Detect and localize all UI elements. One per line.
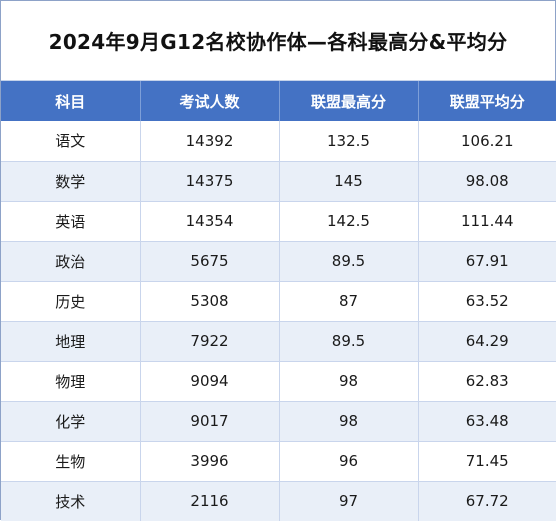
cell-subject: 化学 <box>1 401 141 442</box>
cell-exam-count: 9094 <box>140 361 280 402</box>
table-row: 技术 2116 97 67.72 <box>1 481 556 521</box>
cell-exam-count: 14375 <box>140 161 280 202</box>
table-row: 英语 14354 142.5 111.44 <box>1 201 556 242</box>
cell-max-score: 142.5 <box>279 201 419 242</box>
table-row: 语文 14392 132.5 106.21 <box>1 121 556 162</box>
cell-avg-score: 64.29 <box>418 321 556 362</box>
cell-avg-score: 71.45 <box>418 441 556 482</box>
table-row: 历史 5308 87 63.52 <box>1 281 556 322</box>
cell-subject: 英语 <box>1 201 141 242</box>
cell-subject: 地理 <box>1 321 141 362</box>
cell-avg-score: 98.08 <box>418 161 556 202</box>
cell-max-score: 132.5 <box>279 121 419 162</box>
page-title: 2024年9月G12名校协作体—各科最高分&平均分 <box>1 1 555 81</box>
score-table: 科目 考试人数 联盟最高分 联盟平均分 语文 14392 132.5 106.2… <box>1 81 556 521</box>
table-row: 政治 5675 89.5 67.91 <box>1 241 556 282</box>
cell-subject: 生物 <box>1 441 141 482</box>
header-exam-count: 考试人数 <box>140 81 280 121</box>
cell-exam-count: 5675 <box>140 241 280 282</box>
cell-max-score: 145 <box>279 161 419 202</box>
cell-subject: 技术 <box>1 481 141 521</box>
header-row: 科目 考试人数 联盟最高分 联盟平均分 <box>1 81 556 121</box>
cell-exam-count: 2116 <box>140 481 280 521</box>
cell-subject: 物理 <box>1 361 141 402</box>
cell-subject: 数学 <box>1 161 141 202</box>
cell-max-score: 97 <box>279 481 419 521</box>
cell-avg-score: 106.21 <box>418 121 556 162</box>
cell-subject: 语文 <box>1 121 141 162</box>
cell-exam-count: 7922 <box>140 321 280 362</box>
cell-max-score: 96 <box>279 441 419 482</box>
header-avg-score: 联盟平均分 <box>418 81 556 121</box>
table-row: 生物 3996 96 71.45 <box>1 441 556 482</box>
table-body: 语文 14392 132.5 106.21 数学 14375 145 98.08… <box>1 121 556 521</box>
cell-exam-count: 9017 <box>140 401 280 442</box>
cell-avg-score: 67.91 <box>418 241 556 282</box>
cell-max-score: 87 <box>279 281 419 322</box>
cell-avg-score: 63.52 <box>418 281 556 322</box>
table-row: 化学 9017 98 63.48 <box>1 401 556 442</box>
table-header: 科目 考试人数 联盟最高分 联盟平均分 <box>1 81 556 121</box>
cell-max-score: 98 <box>279 361 419 402</box>
cell-exam-count: 3996 <box>140 441 280 482</box>
cell-avg-score: 62.83 <box>418 361 556 402</box>
table-row: 物理 9094 98 62.83 <box>1 361 556 402</box>
cell-subject: 政治 <box>1 241 141 282</box>
cell-subject: 历史 <box>1 281 141 322</box>
cell-max-score: 98 <box>279 401 419 442</box>
cell-exam-count: 5308 <box>140 281 280 322</box>
cell-avg-score: 67.72 <box>418 481 556 521</box>
cell-max-score: 89.5 <box>279 241 419 282</box>
cell-avg-score: 63.48 <box>418 401 556 442</box>
table-row: 地理 7922 89.5 64.29 <box>1 321 556 362</box>
cell-avg-score: 111.44 <box>418 201 556 242</box>
header-subject: 科目 <box>1 81 141 121</box>
cell-exam-count: 14354 <box>140 201 280 242</box>
cell-max-score: 89.5 <box>279 321 419 362</box>
header-max-score: 联盟最高分 <box>279 81 419 121</box>
table-row: 数学 14375 145 98.08 <box>1 161 556 202</box>
cell-exam-count: 14392 <box>140 121 280 162</box>
